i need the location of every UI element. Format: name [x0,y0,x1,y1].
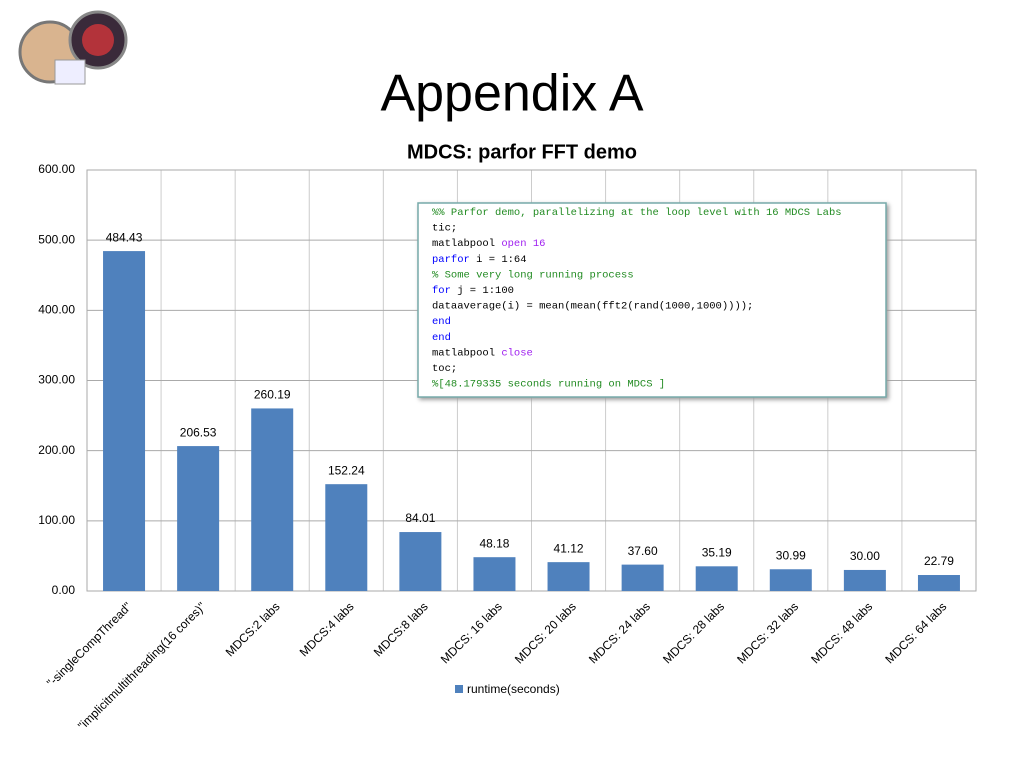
bar [547,562,590,591]
value-label: 30.00 [850,549,880,563]
value-label: 84.01 [405,511,435,525]
code-token: j = 1:100 [451,285,514,297]
code-token: dataaverage(i) = mean(mean(fft2(rand(100… [432,300,753,312]
code-line: toc; [432,363,457,375]
bar [177,446,220,591]
bar [621,564,664,591]
x-tick-label: MDCS: 20 labs [512,599,579,666]
bar [917,575,960,591]
x-tick-label: MDCS:2 labs [223,599,283,659]
value-label: 48.18 [479,536,509,550]
value-label: 152.24 [328,463,365,477]
code-token: %[48.179335 seconds running on MDCS ] [432,378,665,390]
x-tick-label: MDCS: 48 labs [808,599,875,666]
y-tick-label: 200.00 [38,443,75,457]
code-token: i = 1:64 [470,254,527,266]
x-tick-label: "implicitmultithreading(16 cores)" [75,599,208,732]
code-line: % Some very long running process [432,269,634,281]
code-line: end [432,332,451,344]
x-tick-label: MDCS:8 labs [371,599,431,659]
code-token: for [432,285,451,297]
code-line: matlabpool close [432,347,533,359]
x-tick-label: MDCS: 24 labs [586,599,653,666]
y-tick-label: 300.00 [38,373,75,387]
legend-label: runtime(seconds) [467,682,560,696]
code-token: close [501,347,533,359]
code-token: %% Parfor demo, parallelizing at the loo… [432,207,842,219]
code-box: %% Parfor demo, parallelizing at the loo… [417,202,887,398]
bar [251,408,294,591]
code-token: matlabpool [432,347,501,359]
bar [769,569,812,591]
y-tick-label: 500.00 [38,232,75,246]
slide-title: Appendix A [380,65,643,123]
code-token: matlabpool [432,238,501,250]
value-label: 484.43 [106,230,143,244]
bar [843,569,886,591]
code-line: parfor i = 1:64 [432,254,527,266]
chart-title: MDCS: parfor FFT demo [407,141,637,163]
x-tick-label: MDCS: 32 labs [734,599,801,666]
code-line: dataaverage(i) = mean(mean(fft2(rand(100… [432,300,753,312]
bar [473,557,516,591]
x-tick-label: MDCS: 28 labs [660,599,727,666]
value-label: 22.79 [924,554,954,568]
value-label: 37.60 [628,544,658,558]
code-token: % Some very long running process [432,269,634,281]
y-tick-label: 0.00 [52,583,76,597]
bar [325,484,368,591]
bar [103,251,146,591]
value-label: 41.12 [554,541,584,555]
code-token: tic; [432,222,457,234]
code-token: parfor [432,254,470,266]
logo [18,10,128,85]
value-label: 206.53 [180,425,217,439]
code-line: end [432,316,451,328]
code-frame [417,202,887,398]
code-line: %% Parfor demo, parallelizing at the loo… [432,207,842,219]
y-tick-label: 600.00 [38,162,75,176]
code-token: toc; [432,363,457,375]
x-tick-label: MDCS:4 labs [297,599,357,659]
code-line: for j = 1:100 [432,285,514,297]
value-label: 260.19 [254,388,291,402]
code-line: tic; [432,222,457,234]
code-token: open 16 [501,238,545,250]
x-tick-label: MDCS: 64 labs [882,599,949,666]
code-token: end [432,316,451,328]
x-tick-label: MDCS: 16 labs [438,599,505,666]
legend-swatch [455,685,463,693]
y-tick-label: 400.00 [38,303,75,317]
code-line: %[48.179335 seconds running on MDCS ] [432,378,665,390]
bar [695,566,738,591]
value-label: 35.19 [702,545,732,559]
bar [399,532,442,591]
code-line: matlabpool open 16 [432,238,545,250]
code-token: end [432,332,451,344]
value-label: 30.99 [776,548,806,562]
y-tick-label: 100.00 [38,513,75,527]
